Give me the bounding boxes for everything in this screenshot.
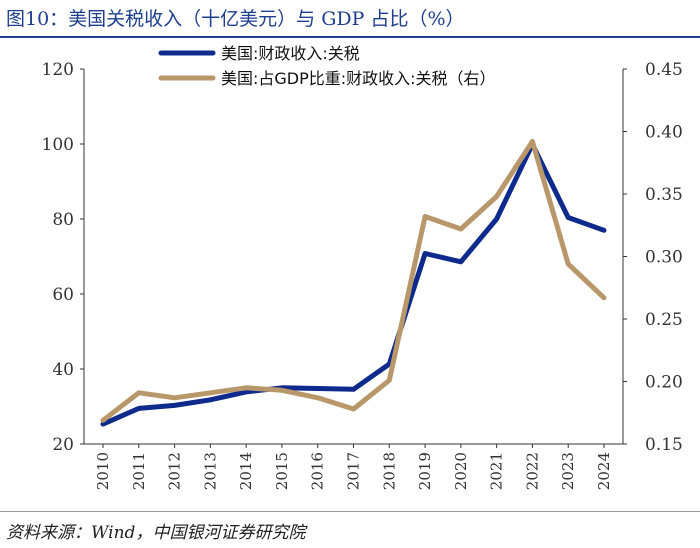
x-tick-label: 2024 [595,452,613,490]
right-axis: 0.15 0.20 0.25 0.30 0.35 0.40 0.45 [622,60,683,455]
x-tick-label: 2018 [380,452,398,490]
left-axis: 20 40 60 80 100 120 [42,60,85,455]
x-tick-label: 2019 [416,452,434,490]
series-tariff-gdp-share-line [100,139,607,423]
title-divider [0,36,700,38]
x-tick-label: 2023 [559,452,577,490]
x-tick-label: 2012 [166,452,184,490]
left-tick-label: 60 [52,285,74,305]
right-tick-label: 0.20 [645,373,683,393]
left-tick-label: 100 [42,135,74,155]
right-tick-label: 0.25 [645,310,683,330]
x-tick-label: 2017 [345,452,363,490]
legend-label-tariff-revenue: 美国:财政收入:关税 [221,44,360,63]
right-tick-label: 0.15 [645,435,683,455]
left-tick-label: 120 [42,60,74,80]
source-note: 资料来源：Wind，中国银河证券研究院 [6,523,306,543]
x-tick-label: 2015 [273,452,291,490]
left-tick-label: 40 [52,360,74,380]
x-tick-label: 2013 [201,452,219,490]
right-tick-label: 0.35 [645,185,683,205]
x-tick-label: 2022 [523,452,541,490]
x-tick-label: 2011 [130,452,148,490]
series-tariff-revenue-line [100,141,607,427]
right-tick-label: 0.40 [645,123,683,143]
left-tick-label: 20 [52,435,74,455]
x-tick-label: 2020 [452,452,470,490]
x-tick-label: 2021 [488,452,506,490]
x-axis: 2010 2011 2012 2013 2014 2015 2016 2017 2018 2019… [84,443,623,490]
legend-label-tariff-gdp-share: 美国:占GDP比重:财政收入:关税（右） [221,69,496,88]
x-tick-label: 2010 [94,452,112,490]
legend: 美国:财政收入:关税 美国:占GDP比重:财政收入:关税（右） [158,44,496,88]
right-tick-label: 0.30 [645,248,683,268]
x-tick-label: 2014 [237,452,255,490]
right-tick-label: 0.45 [645,60,683,80]
x-tick-label: 2016 [309,452,327,490]
chart-title: 图10：美国关税收入（十亿美元）与 GDP 占比（%） [6,8,465,30]
left-tick-label: 80 [52,210,74,230]
source-divider [0,511,700,512]
